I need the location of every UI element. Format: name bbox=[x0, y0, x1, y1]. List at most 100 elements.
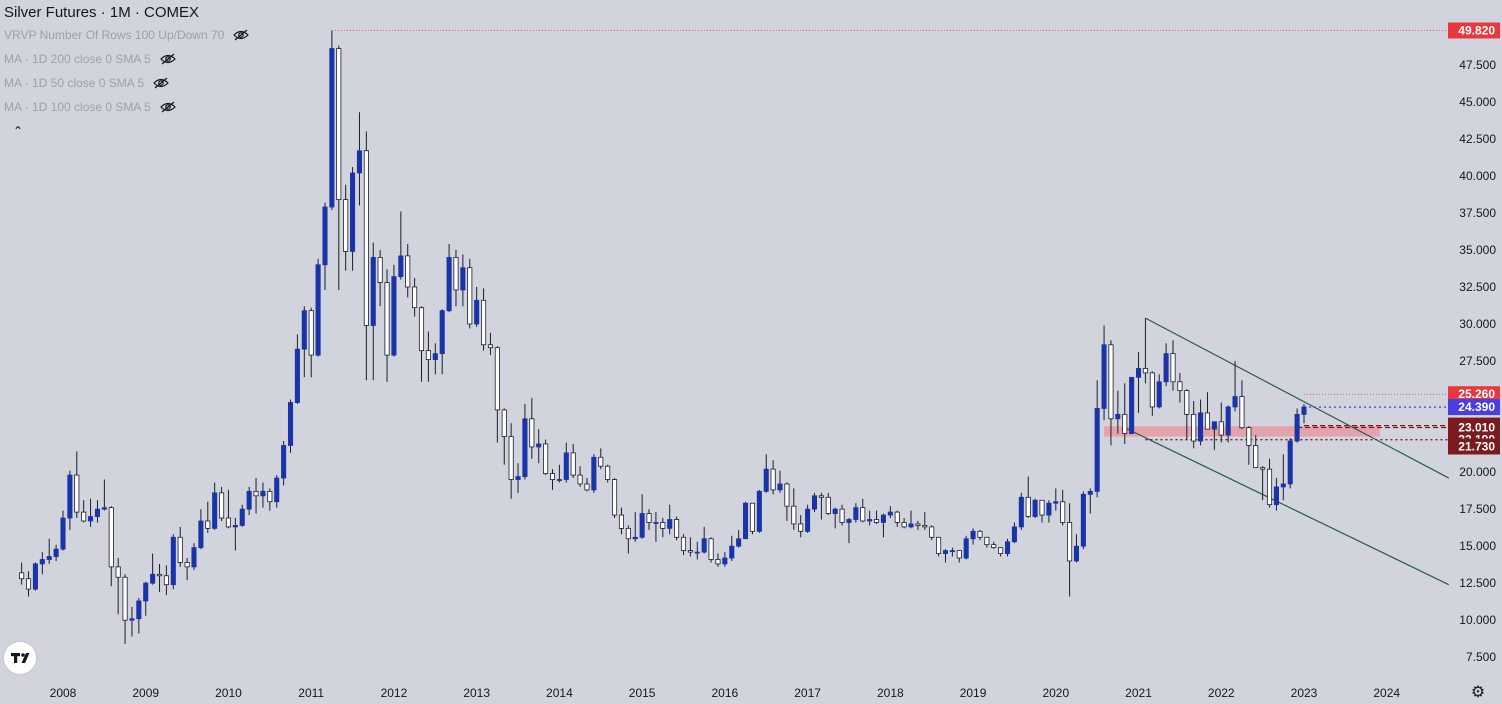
candle-body bbox=[1053, 501, 1059, 504]
candle-body bbox=[94, 508, 101, 517]
candle-up bbox=[970, 528, 976, 545]
price-tick-label: 15.000 bbox=[1459, 539, 1496, 553]
candle-body bbox=[1087, 490, 1093, 495]
tradingview-logo[interactable] bbox=[4, 642, 36, 674]
candle-body bbox=[749, 502, 755, 532]
candle-down bbox=[818, 492, 824, 520]
candle-body bbox=[205, 520, 211, 529]
price-label: 21.730 bbox=[1448, 438, 1500, 455]
eye-off-icon[interactable] bbox=[159, 101, 176, 113]
candle-up bbox=[811, 492, 818, 513]
candle-down bbox=[225, 489, 232, 529]
eye-off-icon[interactable] bbox=[159, 53, 176, 65]
candle-body bbox=[460, 267, 466, 291]
settings-gear-icon[interactable]: ⚙ bbox=[1470, 684, 1486, 701]
candle-body bbox=[405, 255, 411, 288]
candle-down bbox=[267, 488, 273, 511]
candle-body bbox=[1135, 368, 1142, 378]
candle-body bbox=[1005, 541, 1011, 554]
symbol-title[interactable]: Silver Futures · 1M · COMEX bbox=[4, 4, 200, 21]
candle-body bbox=[1239, 396, 1245, 429]
candle-body bbox=[777, 483, 783, 491]
candle-body bbox=[232, 525, 238, 528]
candle-down bbox=[1218, 402, 1224, 443]
candle-down bbox=[74, 451, 80, 519]
indicator-ma-200[interactable]: MA · 1D 200 close 0 SMA 5 bbox=[4, 47, 249, 71]
candle-up bbox=[1163, 343, 1169, 387]
candle-body bbox=[1225, 406, 1231, 436]
candle-up bbox=[191, 543, 197, 570]
candle-body bbox=[839, 508, 845, 523]
candle-up bbox=[101, 479, 107, 511]
candle-up bbox=[880, 513, 886, 538]
candle-down bbox=[618, 507, 624, 535]
candle-body bbox=[46, 556, 52, 560]
candle-up bbox=[150, 553, 156, 585]
candle-body bbox=[929, 526, 935, 538]
price-label: 23.010 bbox=[1448, 419, 1500, 436]
candle-body bbox=[991, 544, 997, 549]
price-tick-label: 10.000 bbox=[1459, 613, 1496, 627]
candle-up bbox=[591, 454, 597, 493]
candle-body bbox=[618, 514, 624, 529]
indicator-vrvp[interactable]: VRVP Number Of Rows 100 Up/Down 70 bbox=[4, 23, 250, 47]
candle-body bbox=[1156, 381, 1162, 408]
candle-body bbox=[770, 468, 776, 491]
collapse-legend-icon[interactable]: ⌃ bbox=[12, 124, 24, 138]
candle-up bbox=[1211, 421, 1217, 450]
candle-up bbox=[1301, 403, 1307, 424]
eye-off-icon[interactable] bbox=[233, 29, 250, 41]
candle-down bbox=[956, 550, 962, 563]
candle-body bbox=[1094, 408, 1100, 492]
candle-up bbox=[439, 309, 445, 375]
candle-down bbox=[363, 131, 369, 381]
time-axis[interactable]: 2008 2009 2010 2011 2012 2013 2014 2015 2016 2017… bbox=[50, 686, 1401, 700]
candle-up bbox=[563, 442, 569, 483]
candle-down bbox=[1191, 401, 1197, 449]
indicator-ma-50[interactable]: MA · 1D 50 close 0 SMA 5 bbox=[4, 71, 249, 95]
candle-up bbox=[53, 544, 59, 561]
candle-down bbox=[1184, 389, 1190, 440]
candle-down bbox=[894, 510, 900, 527]
candle-body bbox=[577, 474, 583, 485]
candle-up bbox=[46, 538, 52, 564]
candle-up bbox=[846, 518, 852, 544]
candle-body bbox=[308, 310, 314, 356]
candle-down bbox=[1204, 392, 1211, 430]
candle-body bbox=[901, 522, 907, 528]
candle-body bbox=[267, 490, 273, 503]
candle-up bbox=[1080, 491, 1086, 550]
indicator-label: MA · 1D 100 close 0 SMA 5 bbox=[4, 100, 151, 114]
candle-down bbox=[936, 536, 942, 557]
candle-body bbox=[529, 418, 535, 448]
candle-body bbox=[756, 490, 762, 532]
candle-down bbox=[205, 501, 211, 533]
candle-up bbox=[136, 597, 142, 634]
candle-down bbox=[1025, 476, 1031, 519]
candle-body bbox=[1170, 353, 1176, 383]
price-tick-label: 7.500 bbox=[1466, 650, 1496, 664]
candle-up bbox=[67, 470, 73, 530]
time-tick-label: 2024 bbox=[1373, 686, 1400, 700]
price-tick-label: 37.500 bbox=[1459, 206, 1496, 220]
candle-body bbox=[1204, 412, 1211, 430]
eye-off-icon[interactable] bbox=[153, 77, 169, 89]
candle-body bbox=[74, 474, 80, 513]
candle-body bbox=[1232, 396, 1238, 408]
candle-down bbox=[674, 516, 680, 541]
time-tick-label: 2013 bbox=[463, 686, 490, 700]
candle-down bbox=[1246, 426, 1252, 465]
indicator-ma-100[interactable]: MA · 1D 100 close 0 SMA 5 bbox=[4, 95, 249, 119]
candle-body bbox=[1067, 522, 1073, 562]
candle-down bbox=[825, 492, 831, 516]
candle-down bbox=[405, 244, 411, 298]
candle-body bbox=[391, 276, 397, 356]
candle-down bbox=[646, 509, 652, 530]
candle-body bbox=[936, 536, 942, 554]
candle-body bbox=[1260, 467, 1266, 470]
candle-body bbox=[212, 492, 218, 529]
candle-body bbox=[25, 578, 32, 590]
